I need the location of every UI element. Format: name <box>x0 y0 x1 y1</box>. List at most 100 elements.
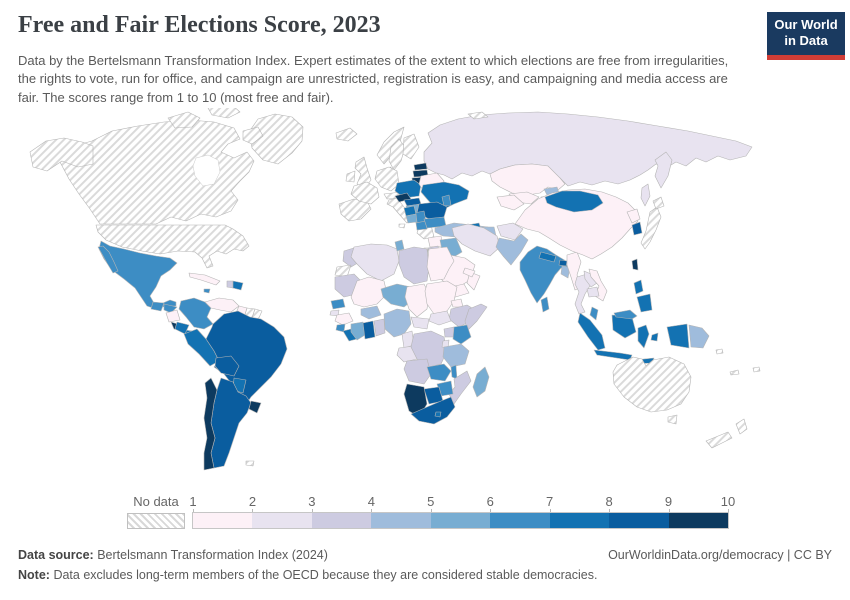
country-indonesia-maluku[interactable] <box>650 332 659 342</box>
country-vietnam[interactable] <box>588 268 608 302</box>
country-chad[interactable] <box>404 283 430 318</box>
legend-bin-8-9[interactable] <box>609 513 669 528</box>
country-algeria[interactable] <box>350 243 400 282</box>
country-solomon-islands[interactable] <box>715 348 724 355</box>
country-new-caledonia[interactable] <box>729 369 740 376</box>
country-mongolia[interactable] <box>544 190 604 213</box>
country-australia-tasmania[interactable] <box>667 414 678 425</box>
country-ghana[interactable] <box>362 320 376 340</box>
country-nigeria[interactable] <box>383 308 412 338</box>
legend-bin-5-6[interactable] <box>430 513 491 528</box>
country-sweden[interactable] <box>388 138 406 171</box>
legend-bin-7-8[interactable] <box>549 513 610 528</box>
country-somalia[interactable] <box>464 303 488 332</box>
country-russia-sakhalin[interactable] <box>640 183 651 207</box>
country-united-states[interactable] <box>95 224 250 269</box>
country-afghanistan[interactable] <box>496 222 524 241</box>
country-guatemala[interactable] <box>150 301 165 312</box>
country-france[interactable] <box>350 181 380 205</box>
country-moldova[interactable] <box>441 194 452 207</box>
legend-bin-2-3[interactable] <box>252 513 312 528</box>
country-mozambique[interactable] <box>448 370 472 405</box>
country-malaysia-borneo[interactable] <box>613 309 638 320</box>
country-nepal[interactable] <box>538 251 557 263</box>
country-cuba[interactable] <box>188 272 221 286</box>
country-tanzania[interactable] <box>442 343 470 368</box>
country-russia-kamchatka[interactable] <box>654 151 673 189</box>
country-chile[interactable] <box>203 377 218 471</box>
country-guinea[interactable] <box>334 312 354 326</box>
country-new-zealand-south[interactable] <box>705 431 733 449</box>
legend-bin-1-2[interactable] <box>193 513 253 528</box>
country-lesotho[interactable] <box>434 411 442 418</box>
country-indonesia-sulawesi[interactable] <box>637 324 650 349</box>
country-fiji[interactable] <box>752 366 761 373</box>
country-bhutan[interactable] <box>558 259 568 267</box>
country-united-arab-emirates[interactable] <box>462 267 476 278</box>
country-angola[interactable] <box>403 358 432 385</box>
country-central-african-republic[interactable] <box>410 316 430 330</box>
country-burkina-faso[interactable] <box>360 305 382 320</box>
country-south-africa[interactable] <box>410 396 456 425</box>
country-united-states-alaska[interactable] <box>29 137 94 172</box>
country-madagascar[interactable] <box>472 366 490 398</box>
credit-link[interactable]: OurWorldinData.org/democracy | CC BY <box>608 548 832 562</box>
country-estonia[interactable] <box>413 162 428 171</box>
country-north-korea[interactable] <box>626 208 641 224</box>
country-canada-arctic-1[interactable] <box>167 111 201 129</box>
country-south-sudan[interactable] <box>428 310 452 326</box>
country-mexico[interactable] <box>98 240 178 310</box>
country-kenya[interactable] <box>452 324 472 345</box>
country-iran[interactable] <box>451 223 501 257</box>
country-bolivia[interactable] <box>214 355 240 377</box>
country-philippines-luzon[interactable] <box>633 279 644 295</box>
country-new-zealand-north[interactable] <box>735 418 748 435</box>
country-mexico-baja[interactable] <box>97 245 119 274</box>
legend-bin-6-7[interactable] <box>490 513 550 528</box>
legend-bin-3-4[interactable] <box>311 513 372 528</box>
country-tunisia[interactable] <box>394 239 405 252</box>
country-indonesia-west-papua[interactable] <box>666 323 690 349</box>
country-venezuela[interactable] <box>204 297 240 313</box>
legend-bin-9-10[interactable] <box>668 513 728 528</box>
country-japan-hokkaido[interactable] <box>652 196 665 210</box>
country-dr-congo[interactable] <box>410 330 448 368</box>
country-ivory-coast[interactable] <box>350 321 366 341</box>
country-falkland-islands[interactable] <box>245 460 255 467</box>
country-senegal[interactable] <box>330 298 346 310</box>
country-pakistan[interactable] <box>495 233 529 266</box>
country-malawi[interactable] <box>450 364 458 380</box>
country-south-korea[interactable] <box>631 221 643 236</box>
owid-logo[interactable]: Our World in Data <box>767 12 845 60</box>
country-philippines-south[interactable] <box>636 293 653 313</box>
country-malaysia-peninsula[interactable] <box>589 306 599 321</box>
country-sri-lanka[interactable] <box>540 296 550 313</box>
country-libya[interactable] <box>398 246 430 285</box>
country-spain-and-portugal[interactable] <box>338 198 372 222</box>
country-turkmenistan[interactable] <box>496 194 525 211</box>
country-uruguay[interactable] <box>248 400 262 414</box>
country-togo-benin[interactable] <box>373 318 386 337</box>
country-canada[interactable] <box>59 119 255 225</box>
country-indonesia-sumatra[interactable] <box>577 312 606 351</box>
country-albania-north-macedonia[interactable] <box>415 220 428 231</box>
country-indonesia-java[interactable] <box>593 349 633 361</box>
country-papua-new-guinea[interactable] <box>688 324 710 349</box>
country-norway[interactable] <box>376 126 405 165</box>
legend-bin-4-5[interactable] <box>371 513 431 528</box>
country-italy-sicily[interactable] <box>398 223 406 229</box>
country-iceland[interactable] <box>335 127 358 142</box>
country-egypt[interactable] <box>426 246 455 282</box>
country-finland[interactable] <box>402 133 420 160</box>
country-cambodia[interactable] <box>586 286 600 298</box>
country-haiti[interactable] <box>226 280 234 289</box>
country-germany-benelux[interactable] <box>374 166 400 192</box>
country-jamaica[interactable] <box>203 288 211 294</box>
country-canada-baffin[interactable] <box>242 126 264 145</box>
country-ireland[interactable] <box>345 170 356 183</box>
country-dominican-republic[interactable] <box>232 280 244 291</box>
country-bosnia-and-herzegovina[interactable] <box>405 213 418 224</box>
country-greenland[interactable] <box>248 113 304 165</box>
country-japan[interactable] <box>640 206 662 250</box>
legend-no-data-swatch[interactable] <box>127 513 185 529</box>
